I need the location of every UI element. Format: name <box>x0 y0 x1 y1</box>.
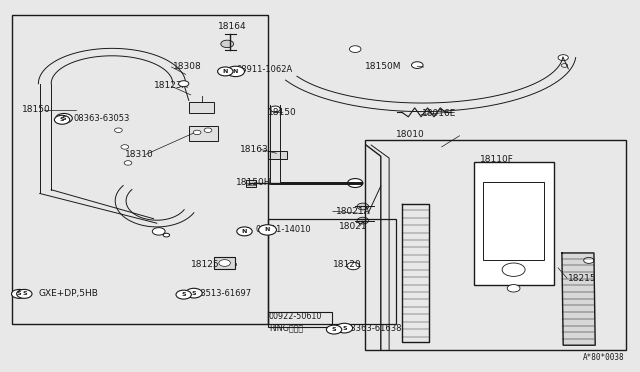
Bar <box>12 15 268 324</box>
Text: 18150: 18150 <box>22 105 51 114</box>
Circle shape <box>219 260 230 266</box>
Text: 18215: 18215 <box>568 274 597 283</box>
Circle shape <box>193 130 201 135</box>
Text: 18110F: 18110F <box>480 155 514 164</box>
Circle shape <box>348 179 363 187</box>
Text: RINGリング: RINGリング <box>269 324 303 333</box>
Circle shape <box>221 40 234 48</box>
Circle shape <box>336 323 353 333</box>
Bar <box>189 102 214 113</box>
Bar <box>268 312 332 327</box>
Text: 18163: 18163 <box>240 145 269 154</box>
Text: N: N <box>242 229 247 234</box>
Circle shape <box>176 290 191 299</box>
Circle shape <box>54 115 70 124</box>
Circle shape <box>163 233 170 237</box>
Text: 18150H: 18150H <box>236 178 271 187</box>
Bar <box>246 180 256 187</box>
Text: 08513-61697: 08513-61697 <box>195 289 252 298</box>
Text: S: S <box>191 291 196 296</box>
Circle shape <box>56 113 72 123</box>
Circle shape <box>227 66 244 77</box>
Circle shape <box>349 46 361 52</box>
Circle shape <box>179 81 189 87</box>
Circle shape <box>12 289 27 298</box>
Text: 18021: 18021 <box>339 222 368 231</box>
Text: S: S <box>22 291 27 296</box>
Circle shape <box>347 262 360 270</box>
Bar <box>214 257 235 269</box>
Circle shape <box>259 225 276 235</box>
Text: 18150: 18150 <box>268 108 296 117</box>
Circle shape <box>121 145 129 149</box>
Text: 18308: 18308 <box>173 62 202 71</box>
Text: 18016E: 18016E <box>422 109 457 118</box>
Text: S: S <box>332 327 337 332</box>
Text: 18164: 18164 <box>218 22 246 31</box>
Circle shape <box>152 228 165 235</box>
Text: A*80*0038: A*80*0038 <box>582 353 624 362</box>
Circle shape <box>357 217 369 224</box>
Circle shape <box>270 106 280 112</box>
Text: N: N <box>223 69 228 74</box>
Circle shape <box>218 67 233 76</box>
Text: 08363-63053: 08363-63053 <box>74 114 130 123</box>
Text: 18123A: 18123A <box>154 81 188 90</box>
Text: 08911-1062A: 08911-1062A <box>237 65 293 74</box>
Text: 18150M: 18150M <box>365 62 401 71</box>
Text: S: S <box>181 292 186 297</box>
Bar <box>268 219 396 324</box>
Text: 18010: 18010 <box>396 130 424 139</box>
Bar <box>189 126 218 141</box>
Circle shape <box>326 325 342 334</box>
Bar <box>474 162 554 285</box>
Circle shape <box>508 285 520 292</box>
Circle shape <box>237 227 252 236</box>
Circle shape <box>558 55 568 61</box>
Circle shape <box>412 62 423 68</box>
Text: N: N <box>265 227 270 232</box>
Text: S: S <box>61 116 67 121</box>
Text: 18120: 18120 <box>333 260 362 269</box>
Circle shape <box>204 128 212 132</box>
Text: 08911-14010: 08911-14010 <box>256 225 312 234</box>
Text: 00922-50610: 00922-50610 <box>269 312 322 321</box>
Circle shape <box>115 128 122 132</box>
Circle shape <box>124 161 132 165</box>
Bar <box>483 182 544 260</box>
Bar <box>268 151 287 159</box>
Polygon shape <box>402 204 429 342</box>
Circle shape <box>186 288 202 298</box>
Circle shape <box>17 289 32 298</box>
Text: S: S <box>342 326 347 331</box>
Text: 18125: 18125 <box>191 260 220 269</box>
Circle shape <box>584 257 594 263</box>
Text: 18021A: 18021A <box>336 207 371 216</box>
Polygon shape <box>562 253 595 345</box>
Text: S: S <box>60 117 65 122</box>
Text: GXE+DP,5HB: GXE+DP,5HB <box>38 289 99 298</box>
Text: N: N <box>233 69 238 74</box>
Bar <box>365 140 626 350</box>
Circle shape <box>357 203 369 210</box>
Text: S: S <box>17 291 22 296</box>
Text: 18310: 18310 <box>125 150 154 159</box>
Text: 08363-61638: 08363-61638 <box>346 324 402 333</box>
